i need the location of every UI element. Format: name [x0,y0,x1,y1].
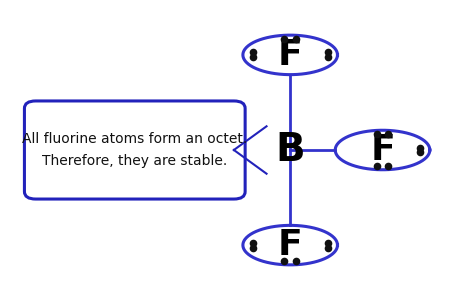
Text: F: F [278,228,302,262]
Text: F: F [278,38,302,72]
FancyBboxPatch shape [25,101,245,199]
Text: All fluorine atoms form an octet.
Therefore, they are stable.: All fluorine atoms form an octet. Theref… [22,132,247,168]
Text: F: F [370,133,395,167]
Text: B: B [275,131,305,169]
